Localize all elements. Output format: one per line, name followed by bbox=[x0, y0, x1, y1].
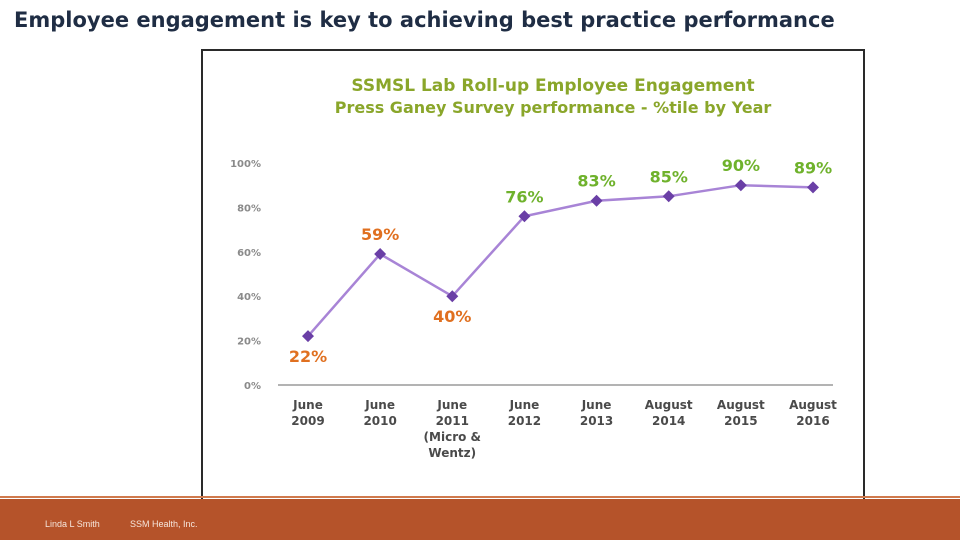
footer-org: SSM Health, Inc. bbox=[130, 519, 198, 529]
y-tick-label: 0% bbox=[244, 381, 261, 392]
data-labels: 22% 59% 40% 76% 83% 85% 90% 89% bbox=[289, 156, 832, 366]
data-label: 90% bbox=[722, 156, 760, 175]
y-tick-label: 80% bbox=[237, 203, 261, 214]
chart-subtitle: Press Ganey Survey performance - %tile b… bbox=[335, 98, 772, 117]
data-point-marker bbox=[374, 248, 387, 261]
line-chart: SSMSL Lab Roll-up Employee Engagement Pr… bbox=[230, 76, 837, 460]
x-tick-label: June 2012 bbox=[508, 398, 541, 428]
data-point-marker bbox=[590, 194, 603, 207]
series-line bbox=[307, 183, 814, 337]
data-point-marker bbox=[446, 290, 459, 303]
slide-title: Employee engagement is key to achieving … bbox=[14, 8, 835, 32]
data-label: 83% bbox=[577, 172, 615, 191]
data-label: 76% bbox=[505, 187, 543, 206]
data-point-marker bbox=[734, 179, 747, 192]
markers bbox=[302, 179, 819, 343]
y-tick-label: 60% bbox=[237, 248, 261, 259]
data-label: 89% bbox=[794, 158, 832, 177]
footer-bar bbox=[0, 499, 960, 540]
x-tick-label: June 2009 bbox=[291, 398, 324, 428]
x-tick-label: June 2013 bbox=[580, 398, 613, 428]
data-label: 85% bbox=[650, 167, 688, 186]
x-tick-label: June 2010 bbox=[363, 398, 396, 428]
data-label: 40% bbox=[433, 307, 471, 326]
x-tick-labels: June 2009 June 2010 June 2011 (Micro & Wentz) Ju… bbox=[291, 398, 837, 460]
y-tick-label: 40% bbox=[237, 292, 261, 303]
footer-divider bbox=[0, 496, 960, 498]
x-tick-label: August 2014 bbox=[645, 398, 693, 428]
y-tick-labels: 0% 20% 40% 60% 80% 100% bbox=[230, 159, 261, 392]
y-tick-label: 100% bbox=[230, 159, 261, 170]
data-point-marker bbox=[302, 330, 314, 343]
data-point-marker bbox=[662, 190, 675, 203]
data-label: 22% bbox=[289, 347, 327, 366]
x-tick-label: August 2015 bbox=[717, 398, 765, 428]
y-tick-label: 20% bbox=[237, 337, 261, 348]
x-tick-label: August 2016 bbox=[789, 398, 837, 428]
data-point-marker bbox=[807, 181, 819, 194]
footer-author: Linda L Smith bbox=[45, 519, 100, 529]
data-label: 59% bbox=[361, 225, 399, 244]
chart-title: SSMSL Lab Roll-up Employee Engagement bbox=[351, 76, 754, 96]
chart-frame: SSMSL Lab Roll-up Employee Engagement Pr… bbox=[201, 49, 865, 513]
x-tick-label: June 2011 (Micro & Wentz) bbox=[424, 398, 481, 460]
data-point-marker bbox=[518, 210, 531, 223]
